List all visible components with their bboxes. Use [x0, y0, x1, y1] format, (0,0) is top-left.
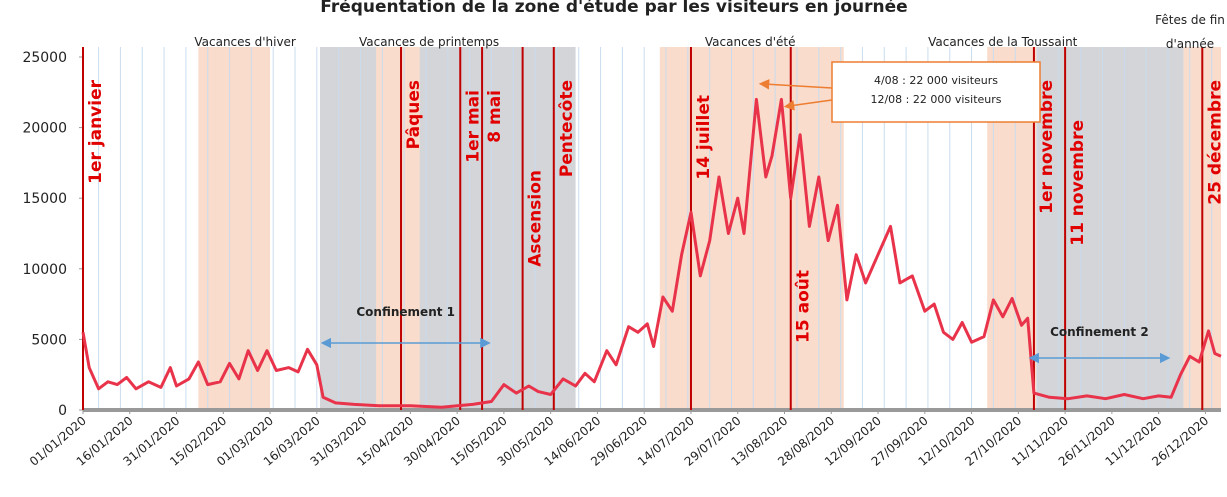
holiday-label: Ascension [526, 170, 546, 267]
period-label: Vacances de printemps [359, 35, 499, 49]
confinement-label: Confinement 1 [356, 305, 455, 319]
period-band [1037, 47, 1184, 410]
holiday-label: 25 décembre [1205, 80, 1225, 205]
period-label: Vacances de la Toussaint [928, 35, 1078, 49]
annotation-arrow [758, 79, 833, 90]
period-label: Vacances d'été [705, 35, 796, 49]
annotation: 12/08 : 22 000 visiteurs [870, 93, 1001, 106]
holiday-label: 1er mai [463, 90, 483, 163]
y-tick-label: 0 [58, 403, 67, 419]
period-label: Fêtes de fin [1155, 13, 1225, 27]
y-tick-label: 15000 [22, 191, 67, 207]
holiday-label: 14 juillet [694, 95, 714, 180]
y-tick-label: 5000 [31, 332, 67, 348]
holiday-label: 1er novembre [1037, 80, 1057, 214]
period-band [376, 47, 420, 410]
annotation-box [831, 61, 1041, 123]
y-tick-label: 10000 [22, 262, 67, 278]
y-tick-label: 25000 [22, 50, 67, 66]
annotation-arrow [783, 99, 833, 111]
holiday-label: Pentecôte [557, 80, 577, 177]
holiday-label: 11 novembre [1068, 120, 1088, 246]
period-label: Vacances d'hiver [194, 35, 296, 49]
period-label: d'année [1166, 37, 1214, 51]
holiday-label: 1er janvier [86, 79, 106, 184]
period-band [198, 47, 271, 410]
holiday-label: 8 mai [485, 90, 505, 143]
annotation: 4/08 : 22 000 visiteurs [874, 74, 998, 87]
y-tick-label: 20000 [22, 121, 67, 137]
holiday-label: Pâques [404, 80, 424, 149]
holiday-label: 15 août [794, 270, 814, 343]
background-layer [98, 47, 1221, 410]
confinement-label: Confinement 2 [1050, 325, 1149, 339]
data-line [81, 97, 1222, 409]
chart-title: Fréquentation de la zone d'étude par les… [320, 0, 907, 17]
